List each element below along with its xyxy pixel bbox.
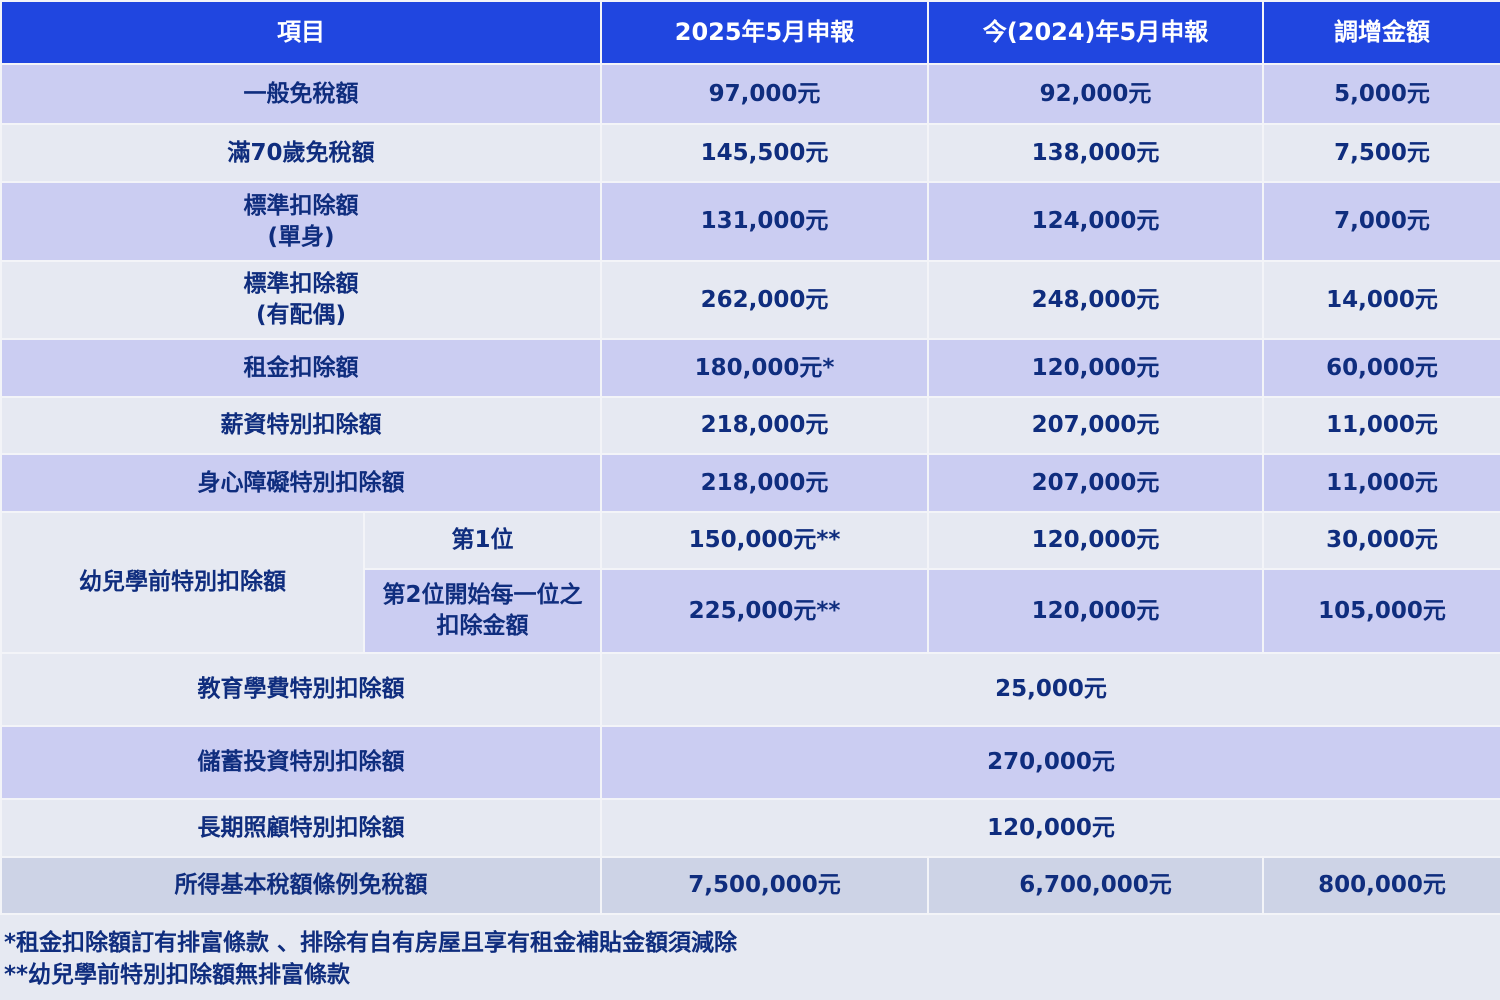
- header-item: 項目: [0, 0, 602, 65]
- table-row: 長期照顧特別扣除額 120,000元: [0, 798, 1500, 858]
- cell-increase: 5,000元: [1262, 63, 1500, 125]
- row-item: 儲蓄投資特別扣除額: [0, 725, 602, 800]
- header-increase: 調增金額: [1262, 0, 1500, 65]
- table-row: 薪資特別扣除額 218,000元 207,000元 11,000元: [0, 396, 1500, 455]
- table-row: 標準扣除額 (單身) 131,000元 124,000元 7,000元: [0, 181, 1500, 262]
- table-row: 一般免稅額 97,000元 92,000元 5,000元: [0, 63, 1500, 125]
- row-item: 薪資特別扣除額: [0, 396, 602, 455]
- row-item-line1: 標準扣除額: [243, 271, 359, 297]
- row-item: 一般免稅額: [0, 63, 602, 125]
- cell-2024: 120,000元: [927, 568, 1264, 654]
- row-item: 租金扣除額: [0, 338, 602, 398]
- cell-increase: 30,000元: [1262, 511, 1500, 570]
- table-row-basic-tax: 所得基本稅額條例免稅額 7,500,000元 6,700,000元 800,00…: [0, 856, 1500, 915]
- header-2025: 2025年5月申報: [600, 0, 929, 65]
- header-2024: 今(2024)年5月申報: [927, 0, 1264, 65]
- cell-2025: 262,000元: [600, 260, 929, 340]
- footnote-rent: *租金扣除額訂有排富條款 、排除有自有房屋且享有租金補貼金額須減除: [4, 930, 738, 956]
- row-item-preschool: 幼兒學前特別扣除額: [0, 511, 365, 654]
- cell-2024: 207,000元: [927, 453, 1264, 513]
- row-item: 標準扣除額 (有配偶): [0, 260, 602, 340]
- cell-increase: 60,000元: [1262, 338, 1500, 398]
- sub-item-line1: 第2位開始每一位之: [382, 582, 583, 608]
- cell-2025: 7,500,000元: [600, 856, 929, 915]
- cell-2024: 6,700,000元: [927, 856, 1264, 915]
- table-row-preschool-second: 第2位開始每一位之 扣除金額 225,000元** 120,000元 105,00…: [1, 568, 1500, 654]
- cell-increase: 7,000元: [1262, 181, 1500, 262]
- cell-2024: 124,000元: [927, 181, 1264, 262]
- row-item: 身心障礙特別扣除額: [0, 453, 602, 513]
- cell-2025: 225,000元**: [600, 568, 929, 654]
- tax-deduction-table: 項目 2025年5月申報 今(2024)年5月申報 調增金額 一般免稅額 97,…: [0, 0, 1500, 915]
- cell-2025: 218,000元: [600, 396, 929, 455]
- row-item: 滿70歲免稅額: [0, 123, 602, 183]
- cell-2025: 97,000元: [600, 63, 929, 125]
- cell-increase: 11,000元: [1262, 396, 1500, 455]
- sub-item-line2: 扣除金額: [436, 613, 529, 639]
- row-item: 所得基本稅額條例免稅額: [0, 856, 602, 915]
- cell-2024: 207,000元: [927, 396, 1264, 455]
- footnote-preschool: **幼兒學前特別扣除額無排富條款: [4, 962, 351, 988]
- cell-2024: 120,000元: [927, 338, 1264, 398]
- row-item: 教育學費特別扣除額: [0, 652, 602, 727]
- table-row: 滿70歲免稅額 145,500元 138,000元 7,500元: [0, 123, 1500, 183]
- cell-2025: 218,000元: [600, 453, 929, 513]
- table-row: 租金扣除額 180,000元* 120,000元 60,000元: [0, 338, 1500, 398]
- cell-increase: 14,000元: [1262, 260, 1500, 340]
- row-item-line1: 標準扣除額: [243, 192, 359, 219]
- cell-2024: 92,000元: [927, 63, 1264, 125]
- cell-increase: 105,000元: [1262, 568, 1500, 654]
- cell-increase: 11,000元: [1262, 453, 1500, 513]
- cell-increase: 7,500元: [1262, 123, 1500, 183]
- cell-merged-value: 25,000元: [600, 652, 1500, 727]
- cell-increase: 800,000元: [1262, 856, 1500, 915]
- cell-2025: 145,500元: [600, 123, 929, 183]
- table-row: 身心障礙特別扣除額 218,000元 207,000元 11,000元: [0, 453, 1500, 513]
- table-row: 教育學費特別扣除額 25,000元: [0, 652, 1500, 727]
- row-item-line2: (有配偶): [255, 302, 347, 328]
- cell-2025: 150,000元**: [600, 511, 929, 570]
- cell-2025: 180,000元*: [600, 338, 929, 398]
- table-row-preschool-first: 幼兒學前特別扣除額 第1位 150,000元** 120,000元 30,000…: [0, 511, 1500, 654]
- sub-item-first: 第1位: [363, 511, 602, 570]
- table-row: 標準扣除額 (有配偶) 262,000元 248,000元 14,000元: [0, 260, 1500, 340]
- sub-item-second: 第2位開始每一位之 扣除金額: [363, 568, 602, 654]
- cell-merged-value: 120,000元: [600, 798, 1500, 858]
- row-item: 標準扣除額 (單身): [0, 181, 602, 262]
- footnotes: *租金扣除額訂有排富條款 、排除有自有房屋且享有租金補貼金額須減除 **幼兒學前…: [0, 915, 1500, 991]
- row-item-line2: (單身): [267, 223, 335, 250]
- cell-merged-value: 270,000元: [600, 725, 1500, 800]
- cell-2024: 120,000元: [927, 511, 1264, 570]
- cell-2024: 248,000元: [927, 260, 1264, 340]
- cell-2025: 131,000元: [600, 181, 929, 262]
- table-row: 儲蓄投資特別扣除額 270,000元: [0, 725, 1500, 800]
- header-row: 項目 2025年5月申報 今(2024)年5月申報 調增金額: [0, 0, 1500, 65]
- cell-2024: 138,000元: [927, 123, 1264, 183]
- row-item: 長期照顧特別扣除額: [0, 798, 602, 858]
